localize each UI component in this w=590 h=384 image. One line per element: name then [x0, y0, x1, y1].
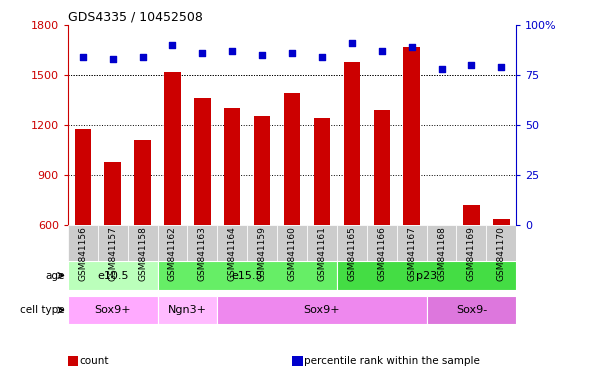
Text: GSM841159: GSM841159 [258, 227, 267, 281]
Text: p23: p23 [416, 270, 437, 281]
Bar [433, 228, 450, 324]
Text: GDS4335 / 10452508: GDS4335 / 10452508 [68, 11, 203, 24]
Text: e15.5: e15.5 [231, 270, 263, 281]
Point [168, 42, 177, 48]
Bar [68, 296, 158, 324]
Text: GSM841169: GSM841169 [467, 227, 476, 281]
Text: GSM841170: GSM841170 [497, 227, 506, 281]
Bar [343, 62, 360, 324]
Point [257, 52, 267, 58]
Bar [194, 98, 211, 324]
Bar [104, 162, 121, 324]
Text: GSM841163: GSM841163 [198, 227, 207, 281]
Point [377, 48, 386, 54]
Point [407, 44, 417, 50]
Text: count: count [80, 356, 109, 366]
Text: Sox9+: Sox9+ [304, 305, 340, 315]
Text: Sox9-: Sox9- [456, 305, 487, 315]
Bar [284, 93, 300, 324]
Bar [74, 129, 91, 324]
Text: GSM841162: GSM841162 [168, 227, 177, 281]
Bar [337, 225, 367, 261]
Text: age: age [45, 270, 65, 281]
Text: GSM841156: GSM841156 [78, 227, 87, 281]
Bar [164, 71, 181, 324]
Text: e10.5: e10.5 [97, 270, 129, 281]
Bar [427, 225, 457, 261]
Text: GSM841168: GSM841168 [437, 227, 446, 281]
Bar [457, 225, 486, 261]
Bar [158, 296, 217, 324]
Bar [493, 219, 510, 324]
Point [467, 62, 476, 68]
Point [497, 64, 506, 70]
Text: GSM841160: GSM841160 [287, 227, 297, 281]
Bar [486, 225, 516, 261]
Text: Ngn3+: Ngn3+ [168, 305, 207, 315]
Bar [307, 225, 337, 261]
Bar [158, 225, 188, 261]
Bar [277, 225, 307, 261]
Text: GSM841167: GSM841167 [407, 227, 416, 281]
Point [287, 50, 297, 56]
Bar [254, 116, 270, 324]
Bar [224, 108, 241, 324]
Bar [337, 261, 516, 290]
Bar [314, 118, 330, 324]
Bar [158, 261, 337, 290]
Bar [188, 225, 217, 261]
Bar [68, 225, 98, 261]
Point [317, 54, 327, 60]
Bar [217, 296, 427, 324]
Bar [404, 46, 420, 324]
Bar [135, 140, 151, 324]
Bar [68, 261, 158, 290]
Bar [247, 225, 277, 261]
Bar [98, 225, 127, 261]
Point [108, 56, 117, 62]
Text: GSM841157: GSM841157 [108, 227, 117, 281]
Text: cell type: cell type [20, 305, 65, 315]
Bar [463, 205, 480, 324]
Bar [373, 110, 390, 324]
Text: GSM841165: GSM841165 [348, 227, 356, 281]
Text: GSM841158: GSM841158 [138, 227, 147, 281]
Point [228, 48, 237, 54]
Point [437, 66, 446, 72]
Text: Sox9+: Sox9+ [94, 305, 131, 315]
Bar [427, 296, 516, 324]
Text: percentile rank within the sample: percentile rank within the sample [304, 356, 480, 366]
Point [138, 54, 148, 60]
Point [198, 50, 207, 56]
Text: GSM841161: GSM841161 [317, 227, 326, 281]
Bar [367, 225, 396, 261]
Point [78, 54, 87, 60]
Bar [396, 225, 427, 261]
Bar [217, 225, 247, 261]
Text: GSM841166: GSM841166 [377, 227, 386, 281]
Text: GSM841164: GSM841164 [228, 227, 237, 281]
Bar [127, 225, 158, 261]
Point [347, 40, 356, 46]
